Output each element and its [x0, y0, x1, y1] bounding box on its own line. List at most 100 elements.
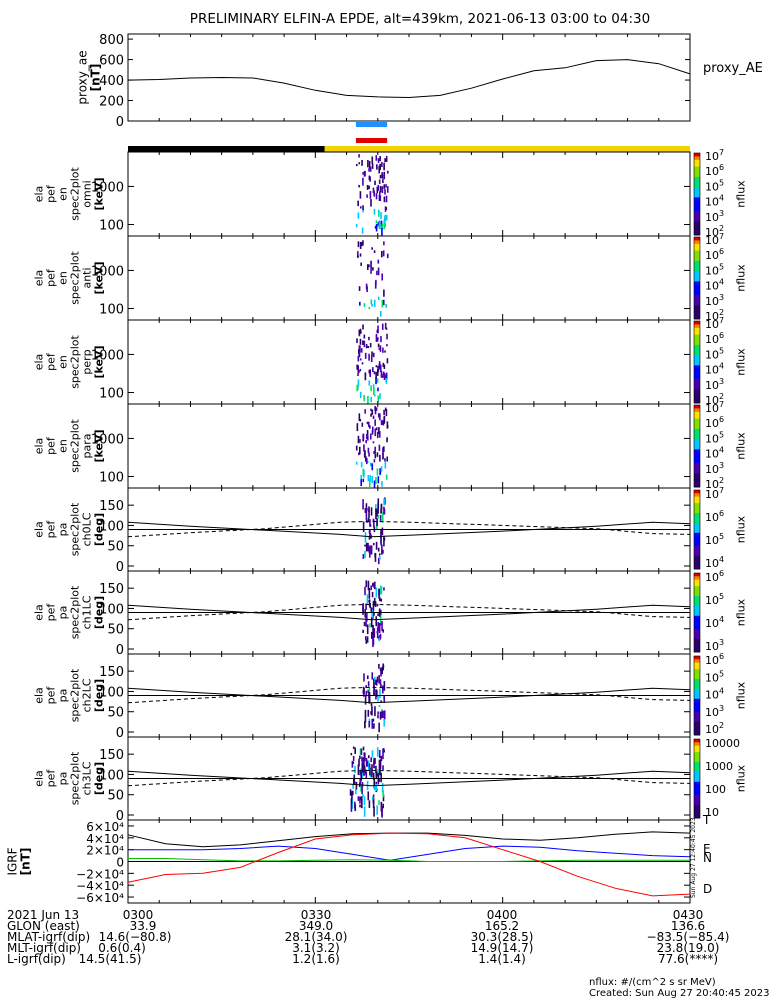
pa-panel-3-pixel [351, 799, 354, 809]
energy-panel-1-ylabel-line: pef [45, 268, 58, 287]
pa-panel-1-ytick-label: 50 [107, 623, 124, 638]
energy-panel-1-colorbar-cell [694, 247, 700, 252]
energy-panel-2-pixel [371, 367, 374, 373]
pa-panel-3-pixel [363, 756, 365, 767]
pa-panel-1-colorbar-cell [694, 589, 700, 594]
energy-panel-3-pixel [373, 480, 376, 488]
energy-panel-3-colorbar-cell [694, 411, 700, 416]
pa-panel-3-pixel [361, 757, 364, 765]
pa-panel-2-pixel [382, 711, 384, 718]
energy-panel-0-colorbar-cell [694, 156, 700, 161]
pa-panel-3-colorbar-cell [694, 791, 700, 796]
pa-panel-3-pixel [360, 748, 363, 755]
energy-panel-2-colorbar-cell [694, 321, 700, 325]
energy-panel-1-ztick-exponent: 6 [719, 247, 724, 256]
pa-panel-1-pixel [376, 631, 379, 634]
energy-panel-3-colorbar-cell [694, 456, 700, 461]
pa-panel-0-anti-loss-cone-line [127, 520, 691, 538]
pa-panel-2-colorbar-cell [694, 679, 700, 683]
pa-panel-1-pixel [370, 616, 373, 628]
pa-panel-0-colorbar-cell [694, 529, 700, 534]
pa-panel-2-colorbar-cell [694, 708, 700, 713]
energy-panel-3-pixel [384, 458, 386, 462]
pa-panel-1-colorbar-cell [694, 605, 700, 610]
energy-panel-0-pixel [361, 227, 364, 234]
energy-panel-0-colorbar-cell [694, 166, 700, 171]
energy-panel-2-pixel [367, 345, 370, 349]
pa-panel-2-colorbar-cell [694, 669, 700, 673]
energy-panel-2-ytick-label: 1000 [91, 348, 124, 363]
energy-panel-3-ylabel-line: pef [45, 436, 58, 455]
pa-panel-3-pixel [363, 752, 366, 757]
pa-panel-2-pixel [375, 689, 377, 700]
energy-panel-0-pixel [369, 191, 372, 199]
pa-panel-1-pixel [364, 636, 367, 641]
energy-panel-0-pixel [373, 192, 376, 197]
energy-panel-3-pixel [386, 437, 388, 440]
energy-panel-0-pixel [381, 172, 383, 175]
pa-panel-2-colorbar-cell [694, 692, 700, 696]
energy-panel-3-pixel [356, 423, 359, 432]
energy-panel-3-pixel [358, 413, 361, 421]
energy-panel-1-colorbar-cell [694, 257, 700, 262]
energy-panel-2-pixel [363, 334, 366, 339]
energy-panel-1-pixel [359, 241, 362, 249]
energy-panel-2-pixel [357, 385, 359, 391]
pa-panel-0-pixel [381, 527, 384, 536]
energy-panel-1-colorbar-cell [694, 264, 700, 269]
pa-panel-3-pixel [382, 765, 384, 771]
energy-panel-3-pixel [370, 413, 372, 417]
energy-panel-2-pixel [362, 340, 364, 345]
energy-panel-3-pixel [385, 408, 388, 417]
energy-panel-3-pixel [383, 446, 385, 452]
pa-panel-1-colorbar-cell [694, 619, 700, 623]
pa-panel-3-colorbar-cell [694, 748, 700, 753]
energy-panel-3-pixel [368, 452, 370, 457]
pa-panel-2-pixel [383, 710, 386, 720]
pa-panel-3-pixel [369, 767, 371, 776]
energy-panel-1-pixel [373, 299, 376, 307]
pa-panel-1-colorbar-cell [694, 592, 700, 597]
pa-panel-0-pixel [380, 508, 382, 514]
pa-panel-3-pixel [380, 772, 382, 783]
energy-panel-1-pixel [368, 307, 371, 310]
energy-panel-3-pixel [386, 438, 388, 443]
pa-panel-2-colorbar-cell [694, 685, 700, 690]
pa-panel-1-zlabel: nflux [735, 598, 748, 626]
pa-panel-0-ylabel-line: ch0LC [81, 512, 94, 546]
energy-panel-3-colorbar-cell [694, 469, 700, 474]
proxy-ae-ytick-label: 400 [99, 74, 124, 89]
pa-panel-3-pixel [358, 758, 360, 767]
pa-panel-3-colorbar-cell [694, 762, 700, 766]
pa-panel-1-pixel [365, 639, 368, 644]
pa-panel-3-pixel [351, 790, 354, 796]
energy-panel-0-pixel [374, 225, 377, 229]
pa-panel-3-pixel [361, 784, 363, 795]
pa-panel-1-colorbar-cell [694, 576, 700, 581]
energy-panel-3-colorbar-cell [694, 483, 700, 488]
pa-panel-3-pixel [375, 771, 378, 780]
energy-panel-1-pixel [357, 255, 359, 258]
energy-panel-0-pixel [357, 200, 359, 207]
pa-panel-2-pixel [368, 686, 371, 692]
pa-panel-1-pixel [373, 612, 375, 616]
pa-panel-3-pixel [371, 772, 373, 778]
pa-panel-3-colorbar-cell [694, 742, 700, 747]
energy-panel-1-pixel [379, 311, 382, 317]
energy-panel-1-colorbar-cell [694, 281, 700, 286]
energy-panel-3-pixel [372, 441, 375, 444]
pa-panel-3-colorbar-cell [694, 768, 700, 773]
pa-panel-3-pixel [365, 758, 368, 767]
red-interval-bar [355, 138, 388, 143]
energy-panel-0-colorbar-cell [694, 153, 700, 157]
pa-panel-2-colorbar-cell [694, 665, 700, 670]
energy-panel-0-pixel [381, 172, 384, 179]
energy-panel-1-pixel [383, 241, 385, 246]
energy-panel-3-pixel [382, 453, 384, 459]
energy-panel-2-pixel [375, 365, 378, 368]
energy-panel-1-pixel [374, 281, 377, 289]
pa-panel-1-ztick-exponent: 3 [719, 638, 724, 647]
energy-panel-3-colorbar-cell [694, 476, 700, 481]
